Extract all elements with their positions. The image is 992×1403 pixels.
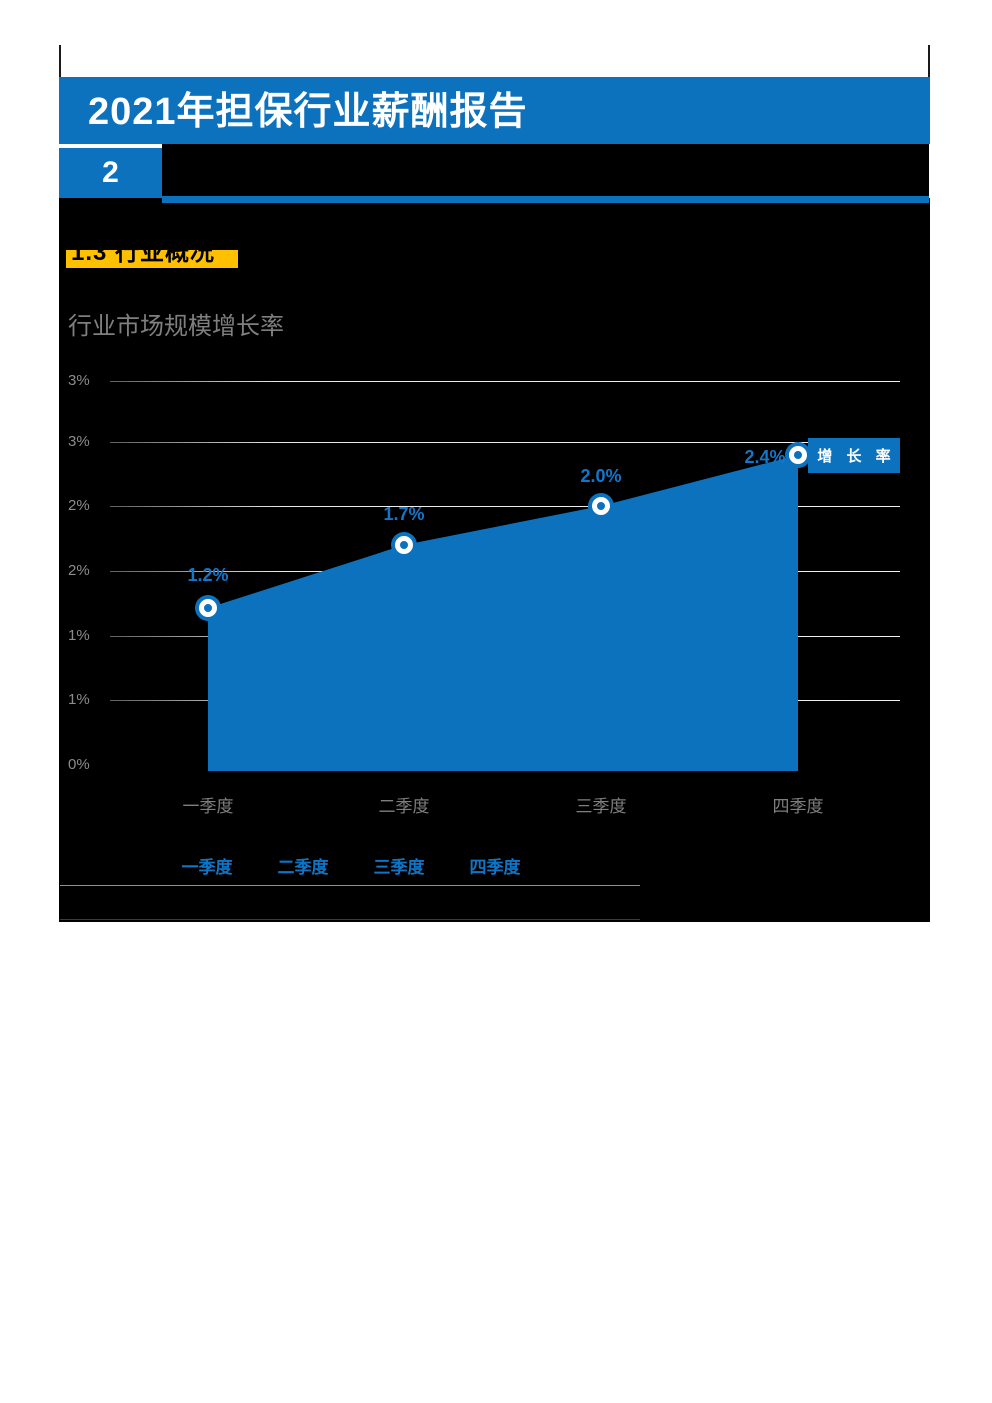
- header-black-bar: [162, 144, 929, 196]
- legend-box: 增 长 率: [808, 438, 900, 473]
- x-axis-label-q1: 一季度: [182, 797, 234, 816]
- page-number-box: 2: [59, 148, 162, 198]
- content-panel: 1.3 行业概况 行业市场规模增长率 3% 3% 2% 2% 1% 1% 0% …: [59, 198, 930, 922]
- gridline-3pct: [110, 381, 900, 382]
- section-heading-highlight: [66, 250, 238, 268]
- area-series-fill: [208, 455, 798, 771]
- x-axis-label-q2: 二季度: [378, 797, 430, 816]
- x-axis-label-q4: 四季度: [772, 797, 824, 816]
- report-header-band: 2021年担保行业薪酬报告: [59, 77, 930, 144]
- y-axis-label: 2%: [68, 562, 90, 579]
- data-label-q2: 1.7%: [383, 504, 425, 524]
- data-label-q3: 2.0%: [580, 466, 622, 486]
- right-crop-tick: [928, 45, 930, 77]
- table-header-q2: 二季度: [277, 858, 329, 877]
- gridline-2pct: [110, 506, 900, 507]
- y-axis-label: 3%: [68, 433, 90, 450]
- chart-title: 行业市场规模增长率: [68, 313, 284, 340]
- table-header-q4: 四季度: [469, 858, 521, 877]
- table-header-q1: 一季度: [181, 858, 233, 877]
- section-heading: 1.3 行业概况: [71, 239, 216, 266]
- data-point-marker-q2: [391, 532, 417, 558]
- data-point-marker-q4: [785, 442, 811, 468]
- growth-rate-area-chart: [208, 455, 798, 771]
- legend-label: 增 长 率: [817, 448, 896, 465]
- table-header-q3: 三季度: [373, 858, 425, 877]
- x-axis-label-q3: 三季度: [575, 797, 627, 816]
- y-axis-label: 2%: [68, 497, 90, 514]
- left-crop-tick: [59, 45, 61, 77]
- y-axis-label: 1%: [68, 627, 90, 644]
- y-axis-label: 0%: [68, 756, 90, 773]
- gridline-2_5pct: [110, 442, 900, 443]
- table-divider-bottom: [60, 919, 640, 920]
- data-point-marker-q1: [195, 595, 221, 621]
- y-axis-label: 3%: [68, 372, 90, 389]
- table-divider-top: [60, 885, 640, 886]
- data-point-marker-q3: [588, 493, 614, 519]
- header-blue-underline: [162, 196, 929, 203]
- report-title: 2021年担保行业薪酬报告: [88, 91, 528, 133]
- data-label-q1: 1.2%: [187, 565, 229, 585]
- page-number: 2: [102, 156, 119, 189]
- data-label-q4: 2.4%: [744, 447, 786, 467]
- y-axis-label: 1%: [68, 691, 90, 708]
